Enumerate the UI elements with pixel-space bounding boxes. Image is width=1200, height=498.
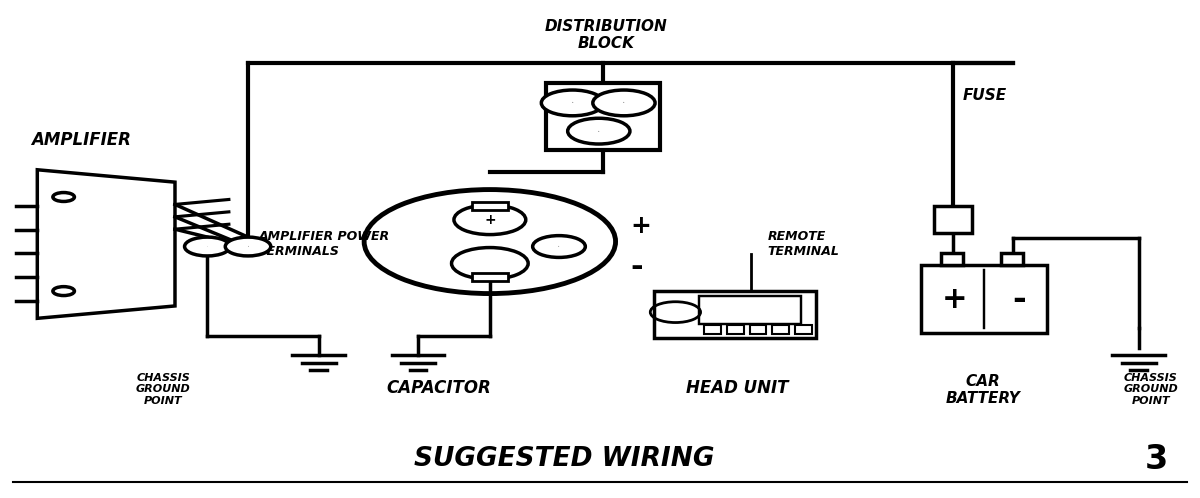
Text: SUGGESTED WIRING: SUGGESTED WIRING — [414, 447, 714, 473]
Text: FUSE: FUSE — [962, 88, 1007, 103]
Circle shape — [593, 90, 655, 116]
FancyBboxPatch shape — [700, 295, 802, 324]
FancyBboxPatch shape — [934, 206, 972, 233]
Circle shape — [454, 205, 526, 235]
Text: -: - — [630, 253, 642, 282]
Circle shape — [541, 90, 604, 116]
Text: +: + — [598, 130, 600, 131]
Circle shape — [185, 237, 230, 256]
FancyBboxPatch shape — [1001, 253, 1022, 265]
Text: +: + — [484, 213, 496, 227]
Text: 3: 3 — [1145, 443, 1169, 476]
Polygon shape — [37, 170, 175, 318]
FancyBboxPatch shape — [773, 325, 790, 334]
Circle shape — [364, 190, 616, 293]
FancyBboxPatch shape — [654, 291, 816, 338]
Circle shape — [226, 237, 271, 256]
Text: CHASSIS
GROUND
POINT: CHASSIS GROUND POINT — [1123, 373, 1178, 406]
Text: +: + — [623, 103, 625, 104]
FancyBboxPatch shape — [546, 83, 660, 150]
Text: +: + — [558, 246, 559, 247]
FancyBboxPatch shape — [704, 325, 721, 334]
FancyBboxPatch shape — [727, 325, 744, 334]
Text: REMOTE
TERMINAL: REMOTE TERMINAL — [768, 230, 840, 258]
FancyBboxPatch shape — [941, 253, 962, 265]
FancyBboxPatch shape — [796, 325, 812, 334]
Circle shape — [533, 236, 586, 257]
Text: -: - — [1012, 282, 1026, 316]
Text: AMPLIFIER: AMPLIFIER — [31, 131, 131, 149]
Text: +: + — [630, 214, 650, 238]
Circle shape — [568, 118, 630, 144]
FancyBboxPatch shape — [472, 202, 508, 210]
Text: CHASSIS
GROUND
POINT: CHASSIS GROUND POINT — [136, 373, 191, 406]
Text: HEAD UNIT: HEAD UNIT — [686, 378, 788, 397]
Text: CAPACITOR: CAPACITOR — [386, 378, 491, 397]
Text: +: + — [571, 103, 574, 104]
FancyBboxPatch shape — [750, 325, 767, 334]
Text: CAR
BATTERY: CAR BATTERY — [946, 374, 1020, 406]
FancyBboxPatch shape — [920, 265, 1046, 333]
Text: AMPLIFIER POWER
TERMINALS: AMPLIFIER POWER TERMINALS — [259, 230, 390, 258]
Circle shape — [451, 248, 528, 279]
Text: +: + — [942, 284, 967, 314]
FancyBboxPatch shape — [472, 273, 508, 281]
Text: DISTRIBUTION
BLOCK: DISTRIBUTION BLOCK — [545, 18, 667, 51]
